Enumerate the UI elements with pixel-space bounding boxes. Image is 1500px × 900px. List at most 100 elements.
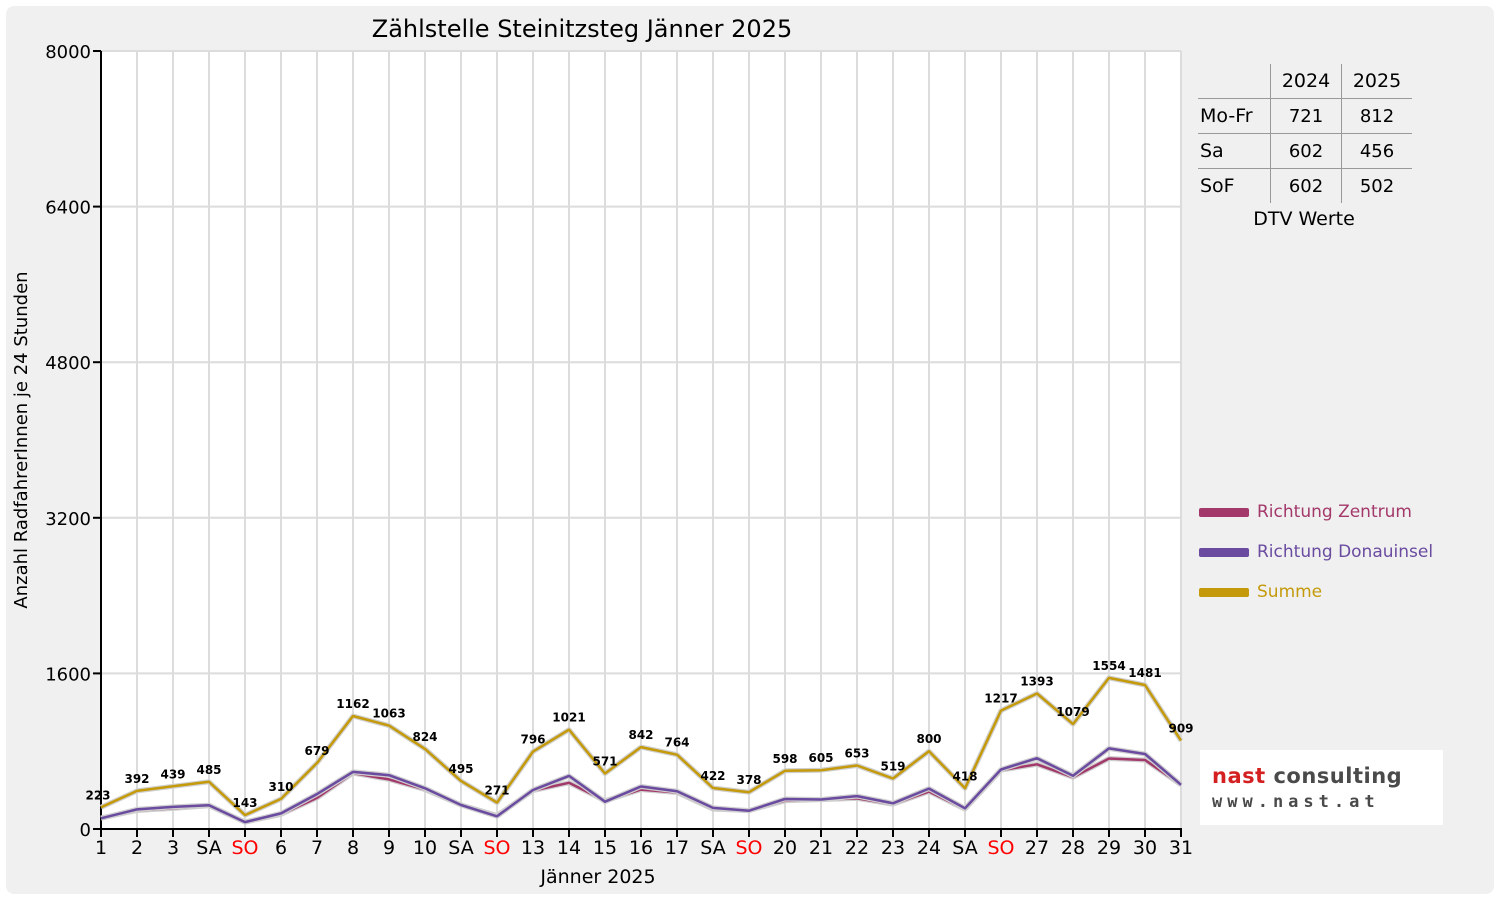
y-tick-label: 6400 <box>45 198 91 219</box>
data-label: 679 <box>304 744 329 758</box>
x-tick-label: 24 <box>917 837 941 859</box>
x-tick-label: SO <box>231 837 258 859</box>
dtv-header-2025: 2025 <box>1341 64 1412 99</box>
dtv-value-2024: 602 <box>1270 168 1342 203</box>
x-tick-label: 16 <box>629 837 653 859</box>
x-tick-label: 6 <box>275 837 287 859</box>
x-tick-label: SO <box>735 837 762 859</box>
x-tick-label: 17 <box>665 837 689 859</box>
legend-item-zentrum: Richtung Zentrum <box>1199 492 1433 532</box>
x-tick-label: 20 <box>773 837 797 859</box>
x-tick-label: SO <box>483 837 510 859</box>
x-tick-label: 8 <box>347 837 359 859</box>
y-tick-label: 3200 <box>45 509 91 530</box>
y-tick-label: 4800 <box>45 353 91 374</box>
dtv-table: 2024 2025 Mo-Fr 721 812 Sa 602 456 SoF 6… <box>1198 64 1412 203</box>
data-label: 605 <box>808 751 833 765</box>
dtv-header-2024: 2024 <box>1270 64 1342 99</box>
data-label: 519 <box>880 760 905 774</box>
x-tick-label: 28 <box>1061 837 1085 859</box>
series-line <box>100 676 1183 817</box>
data-label: 1021 <box>552 711 585 725</box>
x-tick-label: 13 <box>521 837 545 859</box>
x-tick-label: 21 <box>809 837 833 859</box>
data-label: 418 <box>952 769 977 783</box>
data-label: 909 <box>1168 722 1193 736</box>
data-label: 485 <box>196 763 221 777</box>
grid-lines <box>101 50 1182 829</box>
legend-label: Richtung Zentrum <box>1257 502 1412 522</box>
x-tick-label: 29 <box>1097 837 1121 859</box>
data-label: 223 <box>85 788 110 802</box>
legend: Richtung Zentrum Richtung Donauinsel Sum… <box>1199 492 1433 612</box>
dtv-header-row: 2024 2025 <box>1198 64 1412 99</box>
x-tick-label: 2 <box>131 837 143 859</box>
data-label: 598 <box>772 752 797 766</box>
data-label: 143 <box>232 796 257 810</box>
logo-brand-nast: nast <box>1212 764 1266 788</box>
dtv-header-empty <box>1198 64 1271 99</box>
dtv-value-2025: 502 <box>1341 168 1412 203</box>
data-label: 422 <box>700 769 725 783</box>
data-label: 800 <box>916 732 941 746</box>
data-label: 1393 <box>1020 675 1053 689</box>
dtv-row: SoF 602 502 <box>1198 168 1412 203</box>
chart-title: Zählstelle Steinitzsteg Jänner 2025 <box>372 15 793 43</box>
data-label: 310 <box>268 780 293 794</box>
legend-item-donauinsel: Richtung Donauinsel <box>1199 532 1433 572</box>
legend-swatch <box>1199 507 1249 517</box>
x-tick-label: 10 <box>413 837 437 859</box>
company-logo: nast consulting www.nast.at <box>1200 750 1443 825</box>
data-label: 824 <box>412 730 437 744</box>
x-tick-label: 30 <box>1133 837 1157 859</box>
x-tick-label: 9 <box>383 837 395 859</box>
data-label: 653 <box>844 746 869 760</box>
x-tick-label: SO <box>987 837 1014 859</box>
dtv-value-2025: 456 <box>1341 133 1412 169</box>
dtv-row: Sa 602 456 <box>1198 133 1412 169</box>
dtv-row-label: Mo-Fr <box>1198 98 1271 134</box>
y-axis-label: Anzahl RadfahrerInnen je 24 Stunden <box>11 271 32 608</box>
data-label: 1079 <box>1056 705 1089 719</box>
x-tick-label: SA <box>448 837 473 859</box>
data-label: 1162 <box>336 697 369 711</box>
data-label: 271 <box>484 784 509 798</box>
y-tick-label: 0 <box>80 820 91 841</box>
data-label: 378 <box>736 773 761 787</box>
legend-label: Summe <box>1257 582 1323 602</box>
data-label: 571 <box>592 754 617 768</box>
x-tick-label: 1 <box>95 837 107 859</box>
x-tick-label: 7 <box>311 837 323 859</box>
x-tick-label: 3 <box>167 837 179 859</box>
dtv-row-label: SoF <box>1198 168 1271 203</box>
x-tick-label: SA <box>700 837 725 859</box>
dtv-caption: DTV Werte <box>1253 208 1355 230</box>
data-label: 1217 <box>984 692 1017 706</box>
data-label: 392 <box>124 772 149 786</box>
dtv-value-2024: 721 <box>1270 98 1342 134</box>
series-lines <box>99 675 1184 825</box>
dtv-row-label: Sa <box>1198 133 1271 169</box>
data-label: 764 <box>664 736 689 750</box>
data-label: 1063 <box>372 707 405 721</box>
x-tick-label: 31 <box>1169 837 1193 859</box>
data-label: 1481 <box>1128 666 1161 680</box>
data-label: 842 <box>628 728 653 742</box>
logo-brand: nast consulting <box>1212 764 1402 788</box>
legend-swatch <box>1199 547 1249 557</box>
legend-item-summe: Summe <box>1199 572 1433 612</box>
legend-label: Richtung Donauinsel <box>1257 542 1434 562</box>
x-tick-label: 15 <box>593 837 617 859</box>
x-tick-label: SA <box>952 837 977 859</box>
x-tick-label: 22 <box>845 837 869 859</box>
logo-url: www.nast.at <box>1212 792 1380 812</box>
legend-swatch <box>1199 587 1249 597</box>
data-label: 1554 <box>1092 659 1125 673</box>
data-label: 439 <box>160 767 185 781</box>
y-tick-label: 8000 <box>45 42 91 63</box>
x-tick-label: SA <box>196 837 221 859</box>
data-label: 495 <box>448 762 473 776</box>
